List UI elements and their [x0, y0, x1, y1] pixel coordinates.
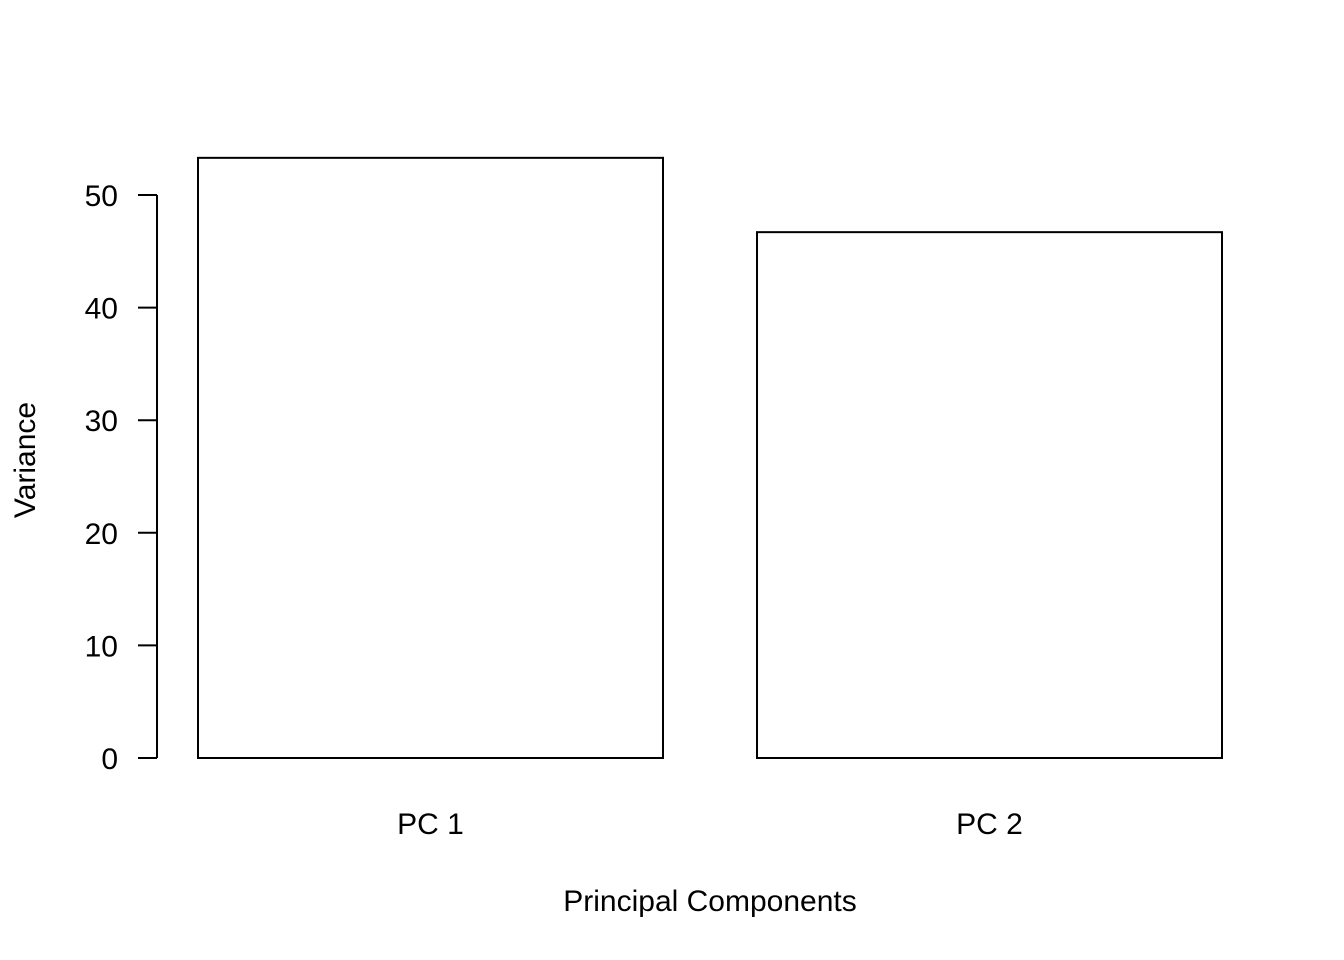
y-axis-tick-label: 0 — [101, 743, 118, 776]
y-axis: 0 10 20 30 40 50 — [85, 180, 158, 776]
x-axis-tick-label: PC 1 — [397, 808, 464, 841]
bars — [197, 156, 1223, 760]
y-axis-label: Variance — [9, 402, 42, 518]
y-axis-tick-label: 50 — [85, 180, 118, 213]
bar-pc-1 — [197, 156, 664, 760]
x-axis-label: Principal Components — [563, 885, 856, 918]
x-axis-tick-labels: PC 1 PC 2 — [397, 808, 1023, 841]
y-axis-tick-label: 10 — [85, 630, 118, 663]
x-axis-tick-label: PC 2 — [956, 808, 1023, 841]
y-axis-tick-label: 20 — [85, 518, 118, 551]
y-axis-tick-label: 30 — [85, 405, 118, 438]
y-axis-tick-label: 40 — [85, 293, 118, 326]
bar-pc-2 — [756, 231, 1223, 759]
